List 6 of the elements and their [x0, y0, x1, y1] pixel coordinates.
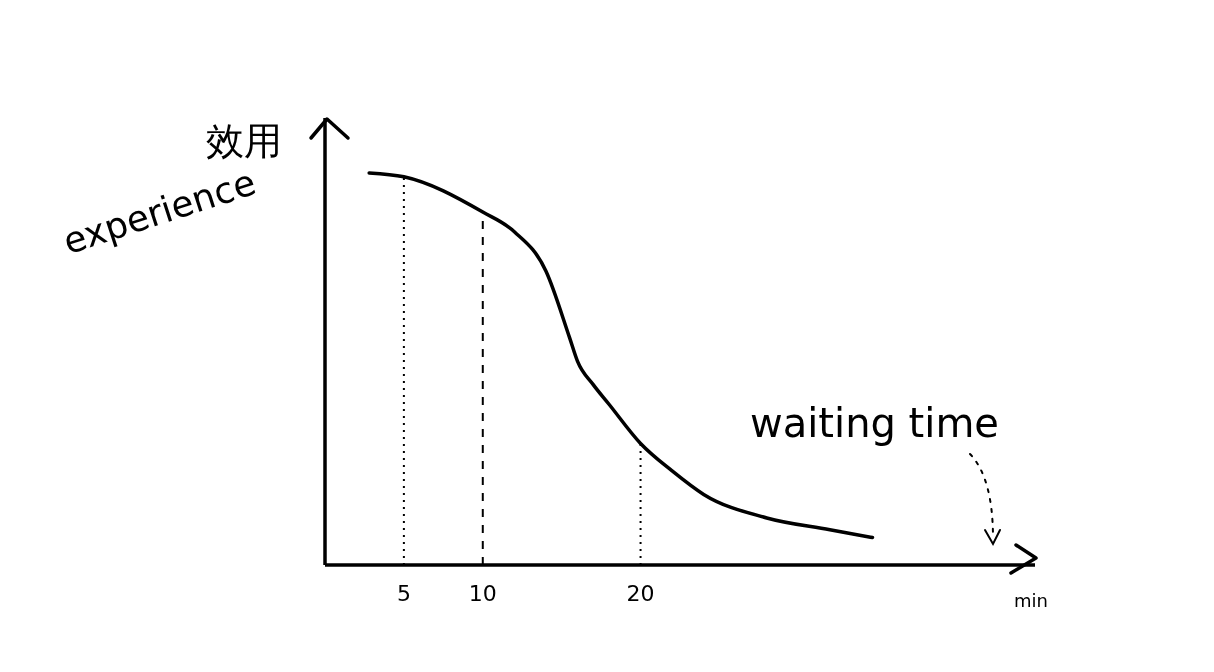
x-tick-label: 5	[396, 580, 411, 606]
text: min	[1014, 590, 1048, 611]
x-axis-title: waiting time	[750, 400, 999, 446]
y-axis-title: 效用	[206, 118, 282, 165]
x-tick-label: 10	[468, 580, 497, 606]
x-tick-label: 20	[626, 580, 655, 606]
